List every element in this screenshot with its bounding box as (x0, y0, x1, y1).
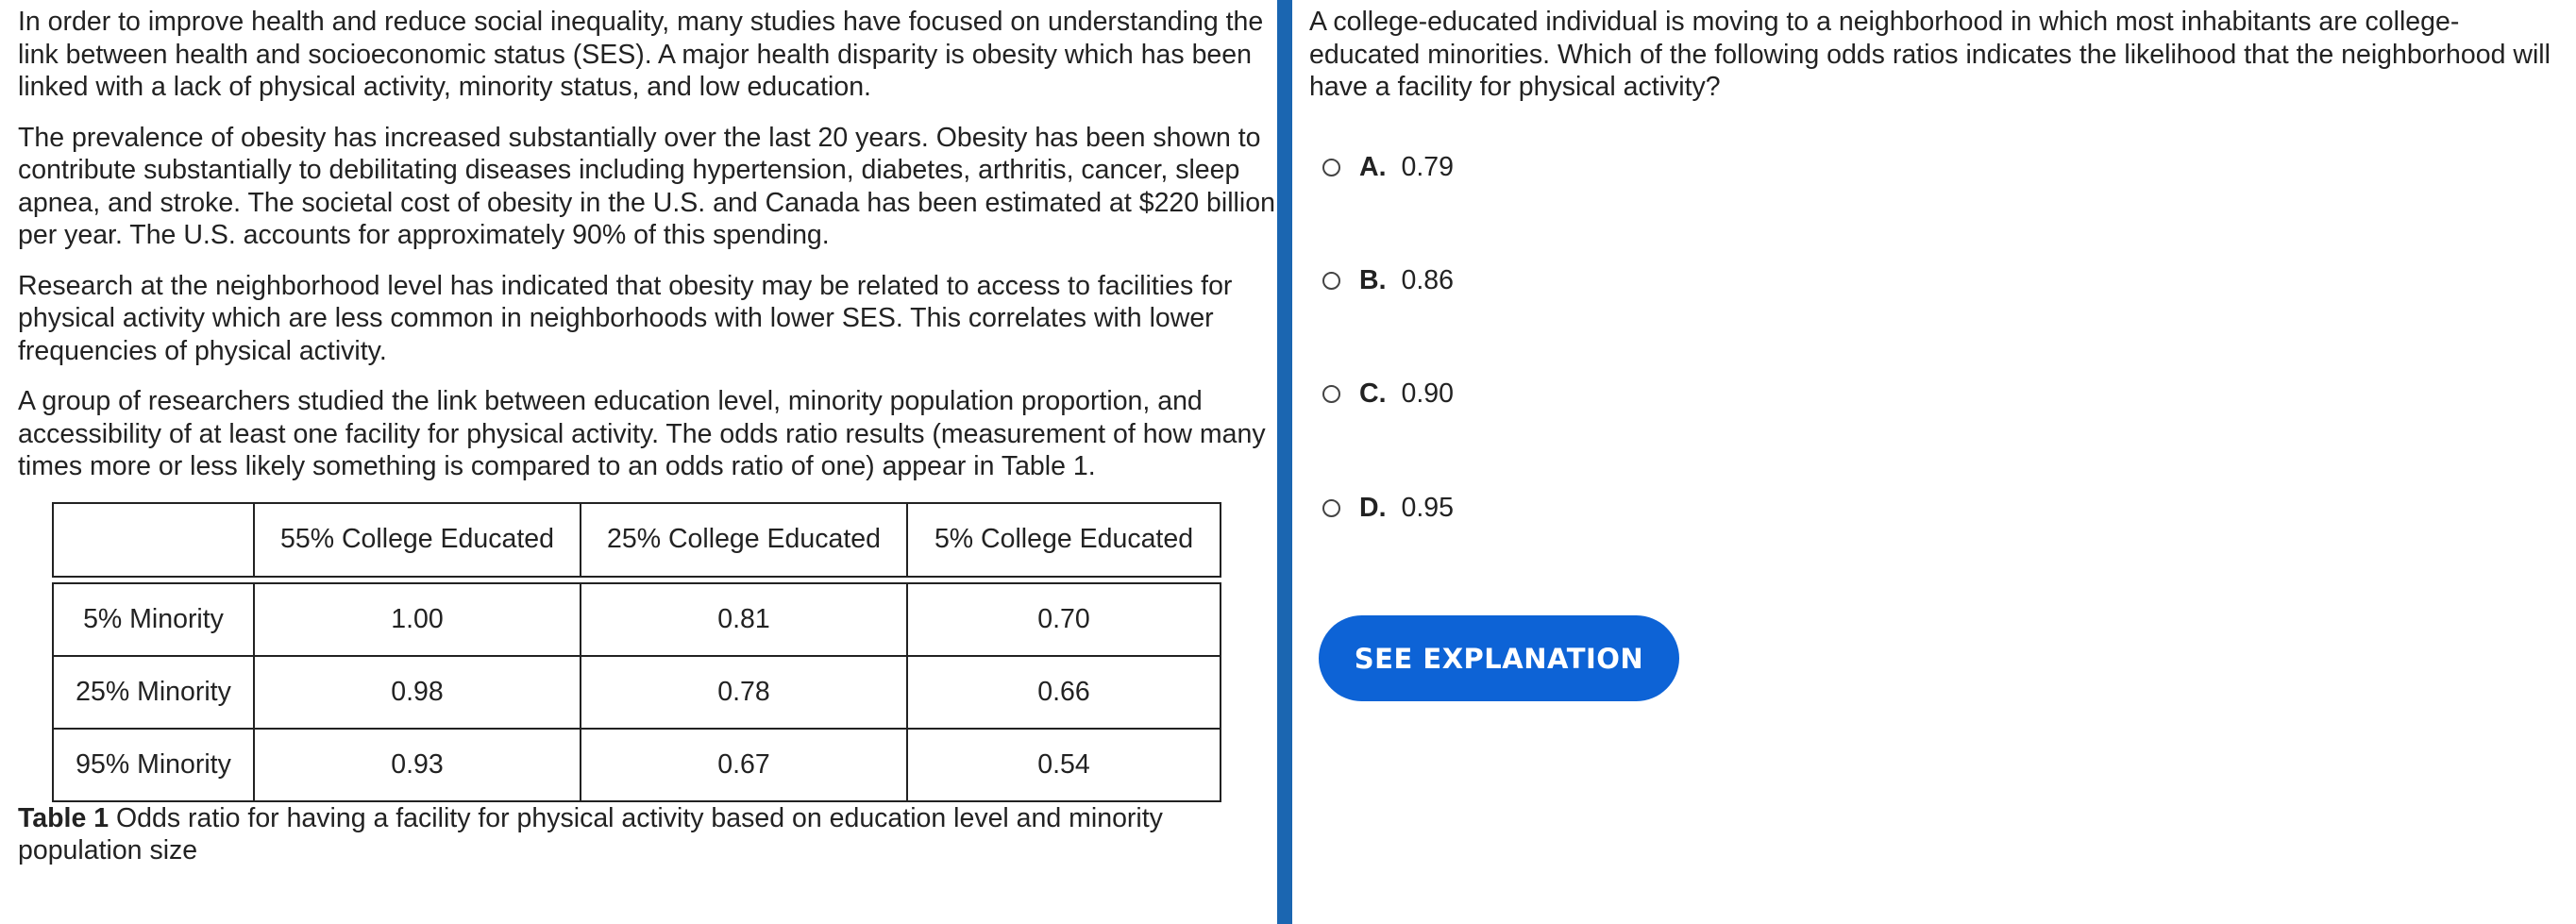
question-panel: A college-educated individual is moving … (1309, 6, 2565, 523)
answer-option-b[interactable]: B. 0.86 (1309, 261, 1454, 299)
table-row-header: 95% Minority (52, 729, 255, 802)
table-header-row: 55% College Educated 25% College Educate… (52, 501, 1221, 578)
table-cell: 0.81 (581, 581, 908, 657)
option-letter: D. (1359, 492, 1387, 523)
passage-panel: In order to improve health and reduce so… (18, 6, 1283, 885)
table-cell: 0.93 (255, 729, 581, 802)
option-value: 0.79 (1401, 151, 1454, 182)
radio-icon[interactable] (1322, 271, 1340, 290)
passage-paragraph-4: A group of researchers studied the link … (18, 386, 1266, 481)
table-header-cell: 5% College Educated (908, 501, 1221, 578)
table-caption-text: Odds ratio for having a facility for phy… (18, 802, 1163, 866)
option-value: 0.90 (1401, 378, 1454, 409)
radio-icon[interactable] (1322, 384, 1340, 403)
table-row: 25% Minority 0.98 0.78 0.66 (52, 656, 1221, 730)
see-explanation-button[interactable]: SEE EXPLANATION (1319, 615, 1679, 701)
table-row: 5% Minority 1.00 0.81 0.70 (52, 581, 1221, 657)
table-cell: 0.70 (908, 581, 1221, 657)
radio-icon[interactable] (1322, 498, 1340, 517)
option-letter: C. (1359, 378, 1387, 409)
table-header-cell: 25% College Educated (581, 501, 908, 578)
option-letter: A. (1359, 151, 1387, 182)
radio-icon[interactable] (1322, 158, 1340, 176)
table-caption-label: Table 1 (18, 802, 109, 833)
table-cell: 0.78 (581, 656, 908, 730)
answer-option-c[interactable]: C. 0.90 (1309, 375, 1454, 412)
table-cell: 0.98 (255, 656, 581, 730)
option-value: 0.95 (1401, 492, 1454, 523)
passage-paragraph-1: In order to improve health and reduce so… (18, 7, 1264, 102)
table-header-cell: 55% College Educated (255, 501, 581, 578)
table-cell: 0.54 (908, 729, 1221, 802)
option-value: 0.86 (1401, 264, 1454, 295)
table-row-header: 5% Minority (52, 581, 255, 657)
panel-divider (1277, 0, 1292, 924)
answer-option-a[interactable]: A. 0.79 (1309, 148, 1454, 186)
passage-paragraph-2: The prevalence of obesity has increased … (18, 122, 1275, 251)
table-row-header: 25% Minority (52, 656, 255, 730)
table-cell: 0.67 (581, 729, 908, 802)
table-row: 95% Minority 0.93 0.67 0.54 (52, 729, 1221, 802)
answer-option-d[interactable]: D. 0.95 (1309, 489, 1454, 527)
table-cell: 0.66 (908, 656, 1221, 730)
table-caption: Table 1 Odds ratio for having a facility… (18, 802, 1264, 867)
table-header-corner (52, 501, 255, 578)
question-stem: A college-educated individual is moving … (1309, 7, 2551, 102)
option-letter: B. (1359, 264, 1387, 295)
passage-paragraph-3: Research at the neighborhood level has i… (18, 270, 1233, 366)
table-cell: 1.00 (255, 581, 581, 657)
odds-ratio-table: 55% College Educated 25% College Educate… (52, 501, 1221, 802)
